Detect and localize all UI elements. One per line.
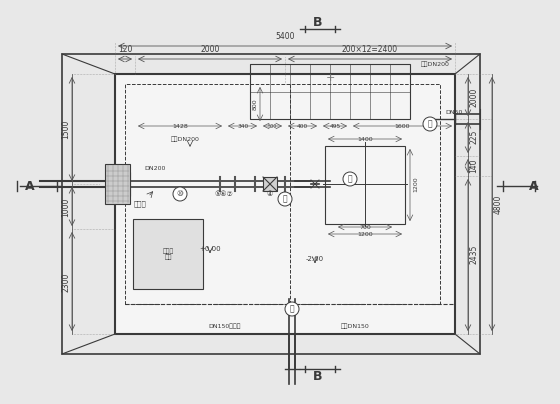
Circle shape [285,302,299,316]
Text: 2435: 2435 [469,244,478,264]
Bar [62,54,480,354]
Bar [112,172,130,196]
Text: -2.60: -2.60 [306,256,324,262]
Text: 1600: 1600 [394,124,410,129]
Text: 1200: 1200 [357,232,373,237]
Text: 340: 340 [237,124,249,129]
Text: ⑳: ⑳ [283,194,287,204]
Text: ⑩: ⑩ [176,189,184,198]
Text: 120: 120 [118,45,132,54]
Text: 1000: 1000 [62,197,71,217]
Text: +0.00: +0.00 [199,246,221,252]
Circle shape [309,178,321,190]
Text: A: A [25,179,35,192]
Text: 2000: 2000 [469,87,478,107]
Text: 配电自
控柜: 配电自 控柜 [162,248,174,260]
Circle shape [278,192,292,206]
Text: 1428: 1428 [172,124,188,129]
Circle shape [173,187,187,201]
Text: 1400: 1400 [357,137,373,142]
Text: 干管DN150: 干管DN150 [340,323,370,329]
Bar [125,84,440,304]
Circle shape [355,174,375,194]
Text: 225: 225 [469,130,478,144]
Text: ⑲: ⑲ [348,175,352,183]
Text: A: A [529,179,539,192]
Bar [105,164,130,204]
Text: 2000: 2000 [200,45,220,54]
Bar [115,74,455,334]
Text: 500: 500 [267,124,277,129]
Text: 700: 700 [359,225,371,230]
Text: 出水管: 出水管 [134,201,146,207]
Circle shape [343,172,357,186]
Text: 200×12=2400: 200×12=2400 [342,45,398,54]
Text: 495: 495 [329,124,340,129]
Text: 400: 400 [296,124,307,129]
Text: B: B [313,15,323,29]
Text: DN50: DN50 [445,109,463,114]
Text: 5400: 5400 [276,32,295,41]
Text: 干管DN200: 干管DN200 [171,136,199,142]
Text: 干管DN200: 干管DN200 [421,61,450,67]
Text: 2300: 2300 [62,272,71,292]
Bar [325,146,405,224]
Text: 1200: 1200 [413,176,418,192]
Text: ④: ④ [267,191,273,197]
Text: ㉓: ㉓ [428,120,432,128]
Bar [133,219,203,289]
Text: +: + [325,73,335,83]
Bar [263,177,277,191]
Text: 4800: 4800 [493,194,502,214]
Text: ⑪: ⑪ [290,305,295,314]
Text: 1500: 1500 [62,119,71,139]
Text: ⑤⑥⑦: ⑤⑥⑦ [214,191,234,197]
Text: 800: 800 [253,98,258,110]
Text: DN200: DN200 [144,166,166,170]
Text: B: B [313,370,323,383]
Text: DN150出水管: DN150出水管 [209,323,241,329]
Circle shape [423,117,437,131]
Text: 140: 140 [469,159,478,173]
Bar [250,64,410,119]
